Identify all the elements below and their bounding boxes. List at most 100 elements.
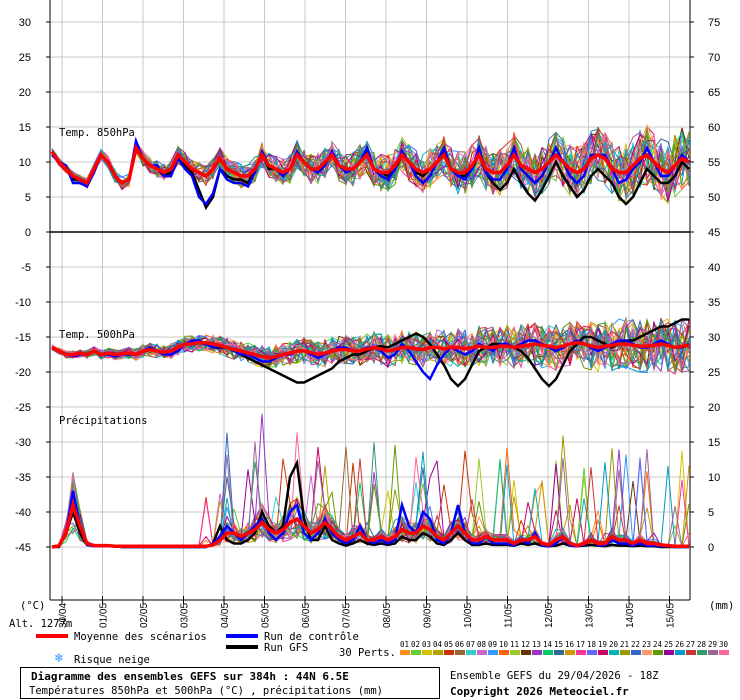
left-tick-label: -40 — [15, 507, 31, 519]
pert-color-swatch — [686, 650, 696, 655]
x-tick-label: 09/05 — [423, 603, 434, 628]
pert-number-label: 14 — [543, 640, 553, 649]
pert-number-label: 22 — [631, 640, 640, 649]
pert-number-label: 08 — [477, 640, 487, 649]
right-tick-label: 70 — [708, 52, 720, 64]
pert-number-label: 06 — [455, 640, 465, 649]
left-tick-label: 30 — [19, 17, 31, 29]
left-tick-label: -25 — [15, 402, 31, 414]
x-tick-label: 08/05 — [382, 603, 393, 628]
mean-t850-line — [50, 143, 690, 186]
legend-snow-label: Risque neige — [74, 654, 150, 666]
pert-color-swatch — [708, 650, 718, 655]
pert-number-label: 13 — [532, 640, 541, 649]
pert-color-swatch — [631, 650, 641, 655]
right-tick-label: 45 — [708, 227, 720, 239]
legend-perts-label: 30 Perts. — [339, 647, 396, 659]
right-tick-label: 35 — [708, 297, 720, 309]
left-tick-label: -10 — [15, 297, 31, 309]
main-series-lines — [50, 136, 690, 549]
legend-control-label: Run de contrôle — [264, 631, 359, 643]
left-tick-label: 25 — [19, 52, 31, 64]
pert-precip-line — [51, 454, 690, 548]
precip-panel-label: Précipitations — [59, 415, 148, 427]
pert-color-swatch — [587, 650, 597, 655]
left-tick-label: -5 — [21, 262, 31, 274]
pert-number-label: 10 — [499, 640, 509, 649]
right-tick-label: 5 — [708, 507, 714, 519]
x-tick-label: 07/05 — [342, 603, 353, 628]
x-tick-label: 14/05 — [625, 603, 636, 628]
left-tick-label: -15 — [15, 332, 31, 344]
pert-number-label: 17 — [576, 640, 585, 649]
pert-number-label: 25 — [664, 640, 673, 649]
x-tick-label: 11/05 — [504, 603, 515, 628]
pert-color-swatch — [477, 650, 487, 655]
left-tick-label: -30 — [15, 437, 31, 449]
pert-t850-line — [51, 133, 690, 196]
left-tick-label: 5 — [25, 192, 31, 204]
pert-number-label: 05 — [444, 640, 453, 649]
info-box: Diagramme des ensembles GEFS sur 384h : … — [20, 667, 440, 699]
pert-number-label: 24 — [653, 640, 663, 649]
right-tick-label: 75 — [708, 17, 720, 29]
copyright-label: Copyright 2026 Meteociel.fr — [450, 685, 629, 698]
source-label: Ensemble GEFS du 29/04/2026 - 18Z — [450, 670, 659, 682]
pert-color-swatch — [609, 650, 619, 655]
pert-color-swatch — [642, 650, 652, 655]
info-subtitle: Températures 850hPa et 500hPa (°C) , pré… — [29, 685, 384, 697]
x-tick-label: 13/05 — [585, 603, 596, 628]
info-title: Diagramme des ensembles GEFS sur 384h : … — [31, 670, 349, 683]
right-tick-label: 25 — [708, 367, 720, 379]
pert-t850-line — [51, 131, 690, 196]
x-tick-label: 15/05 — [666, 603, 677, 628]
pert-number-label: 30 — [719, 640, 729, 649]
pert-number-label: 20 — [609, 640, 619, 649]
pert-number-label: 12 — [521, 640, 530, 649]
right-tick-label: 0 — [708, 542, 714, 554]
right-tick-label: 15 — [708, 437, 720, 449]
pert-color-swatch — [543, 650, 553, 655]
x-tick-label: 30/04 — [58, 603, 69, 628]
t500-panel-label: Temp. 500hPa — [59, 329, 135, 341]
pert-precip-line — [51, 458, 690, 548]
right-tick-label: 10 — [708, 472, 720, 484]
legend-mean-label: Moyenne des scénarios — [74, 631, 207, 643]
pert-number-label: 15 — [554, 640, 563, 649]
right-tick-label: 40 — [708, 262, 720, 274]
left-tick-label: 15 — [19, 122, 31, 134]
left-axis-unit: (°C) — [20, 600, 45, 612]
pert-number-label: 11 — [510, 640, 519, 649]
chart-labels: Temp. 850hPa Temp. 500hPa Précipitations… — [9, 127, 734, 630]
pert-number-label: 26 — [675, 640, 685, 649]
perturbation-lines — [51, 123, 690, 548]
pert-number-label: 01 — [400, 640, 409, 649]
pert-number-label: 28 — [697, 640, 707, 649]
mean-t500-line — [51, 340, 690, 360]
pert-color-swatch — [444, 650, 454, 655]
pert-color-swatch — [653, 650, 663, 655]
left-tick-label: 0 — [25, 227, 31, 239]
right-tick-label: 20 — [708, 402, 720, 414]
pert-color-swatch — [455, 650, 465, 655]
pert-color-swatch — [576, 650, 586, 655]
left-tick-label: -45 — [15, 542, 31, 554]
pert-color-swatch — [422, 650, 432, 655]
pert-number-label: 21 — [620, 640, 629, 649]
pert-number-label: 18 — [587, 640, 597, 649]
pert-color-swatch — [499, 650, 509, 655]
perturbation-legend: 01 02 03 04 05 06 07 08 09 10 11 12 13 14 15 16 17 18 19 20… — [400, 640, 729, 655]
x-tick-label: 01/05 — [99, 603, 110, 628]
altitude-label: Alt. 1277m — [9, 618, 72, 630]
pert-precip-line — [51, 458, 690, 548]
pert-precip-line — [51, 451, 689, 548]
t850-panel-label: Temp. 850hPa — [59, 127, 135, 139]
pert-number-label: 19 — [598, 640, 607, 649]
right-tick-label: 30 — [708, 332, 720, 344]
chart-legend: Moyenne des scénarios Run de contrôle Ru… — [36, 631, 729, 666]
pert-number-label: 16 — [565, 640, 575, 649]
right-tick-label: 50 — [708, 192, 720, 204]
x-tick-label: 04/05 — [220, 603, 231, 628]
x-tick-label: 02/05 — [139, 603, 150, 628]
